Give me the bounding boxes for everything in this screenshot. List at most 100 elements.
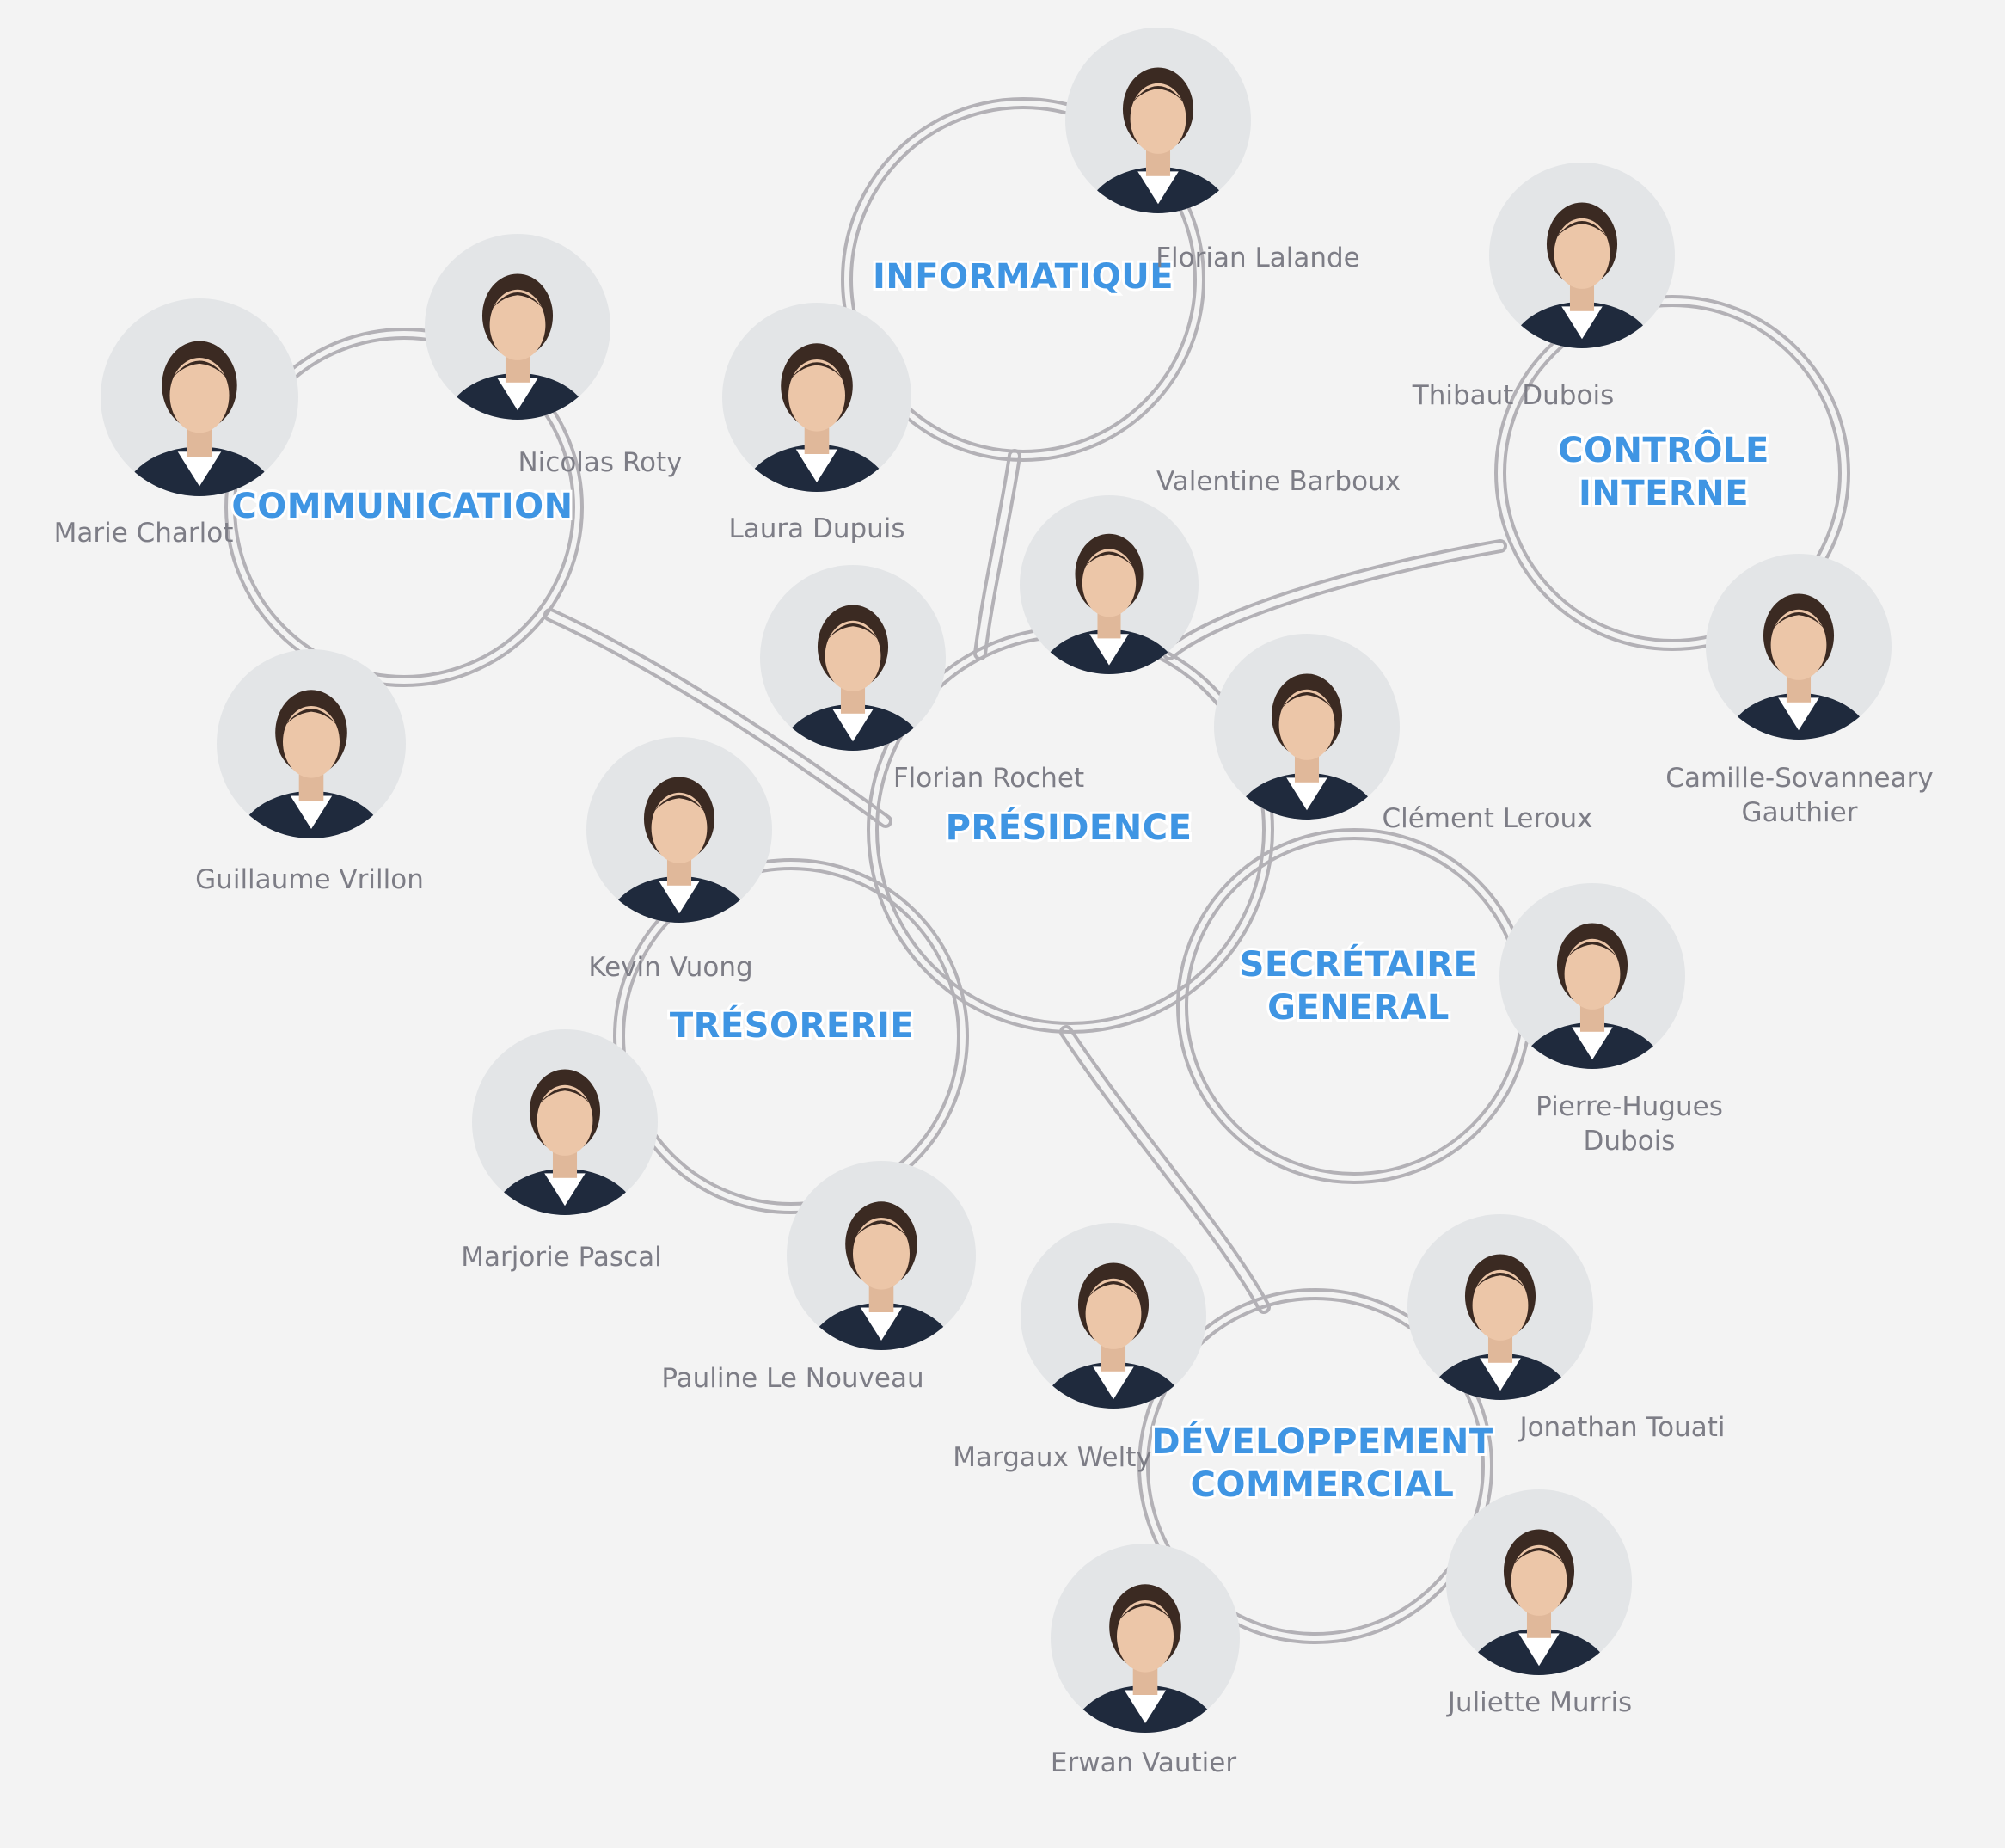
fringe-shape [1469,1273,1531,1297]
collar-shape [177,451,222,487]
fringe-shape [1127,86,1189,110]
jacket-shape [606,876,752,923]
collar-shape [290,795,333,829]
member-photo-guillaume-vrillon [217,649,406,838]
collar-shape [1286,777,1327,811]
ring-developpement-inner [1146,1297,1485,1636]
jacket-shape [1427,1354,1573,1400]
connector-lines [543,449,1507,1314]
jacket-shape [743,445,891,492]
face-shape [1564,938,1621,1010]
fringe-shape [648,795,710,820]
department-label-tresorerie: TRÉSORERIE [670,1004,914,1046]
jacket-shape [1071,1685,1219,1733]
member-name-jonathan-touati: Jonathan Touati [1518,1412,1725,1443]
jacket-shape [807,1303,955,1350]
member-photo-thibaut-dubois [1489,163,1675,348]
member-photo-florian-lalande [1065,28,1251,213]
fringe-shape [849,1220,913,1244]
jacket-shape [1726,693,1872,740]
member-name-laura-dupuis: Laura Dupuis [728,513,904,544]
fringe-shape [1551,221,1613,245]
fringe-shape [279,709,343,733]
connector-line-gap [1063,1028,1267,1311]
member-name-juliette-murris: Juliette Murris [1446,1687,1632,1718]
jacket-shape [1085,167,1231,213]
collar-shape [795,449,838,482]
collar-shape [1089,634,1129,666]
collar-shape [1137,171,1179,205]
ring-communication-inner [233,336,575,678]
member-photo-marjorie-pascal [472,1029,658,1215]
face-shape [1554,218,1610,289]
collar-shape [832,709,874,742]
connector-line [1162,539,1507,660]
department-label-informatique: INFORMATIQUE [873,257,1174,297]
ring-controle-inner [1503,304,1842,642]
member-photo-kevin-vuong [586,737,772,923]
member-photo-florian-rochet [760,565,946,751]
face-shape [853,1218,910,1290]
member-photo-margaux-welty [1021,1223,1206,1409]
member-photo-valentine-barboux [1020,495,1199,674]
fringe-shape [534,1088,596,1112]
collar-shape [1480,1358,1521,1391]
member-photo-clement-leroux [1214,634,1400,820]
member-name-margaux-welty: Margaux Welty [953,1442,1152,1473]
fringe-shape [822,623,884,648]
face-shape [1472,1269,1529,1341]
member-name-florian-rochet: Florian Rochet [893,763,1084,794]
member-name-marie-charlot: Marie Charlot [54,518,234,549]
fringe-shape [167,360,232,386]
fringe-shape [1113,1603,1177,1627]
department-label-secretaire: SECRÉTAIRE [1240,943,1478,985]
ring-developpement-outer [1137,1288,1493,1644]
department-label-communication: COMMUNICATION [231,487,573,526]
member-name-erwan-vautier: Erwan Vautier [1051,1747,1236,1778]
jacket-shape [237,791,385,838]
member-name-kevin-vuong: Kevin Vuong [588,952,752,983]
collar-shape [1572,1027,1613,1060]
member-name-florian-lalande: Florian Lalande [1156,243,1360,273]
member-name-marjorie-pascal: Marjorie Pascal [461,1242,661,1273]
member-name-valentine-barboux: Valentine Barboux [1156,466,1401,497]
member-name-thibaut-dubois: Thibaut Dubois [1412,380,1614,411]
collar-shape [860,1307,903,1341]
member-name-guillaume-vrillon: Guillaume Vrillon [195,864,424,895]
department-label-developpement: DÉVELOPPEMENT [1151,1421,1493,1462]
jacket-shape [1509,302,1655,348]
department-label-controle: CONTRÔLE [1558,429,1769,470]
jacket-shape [1519,1022,1665,1069]
department-label-secretaire: GENERAL [1267,988,1450,1028]
ring-tresorerie-inner [622,867,960,1206]
member-name-pierre-hugues-dubois: Dubois [1584,1126,1676,1157]
face-shape [651,792,708,863]
fringe-shape [785,362,849,386]
member-name-clement-leroux: Clément Leroux [1382,803,1592,834]
jacket-shape [1234,773,1380,820]
face-shape [1117,1600,1174,1673]
member-photo-marie-charlot [101,298,298,496]
member-photo-nicolas-roty [425,234,610,420]
face-shape [537,1084,593,1156]
department-label-presidence: PRÉSIDENCE [946,807,1193,848]
member-photo-laura-dupuis [722,303,911,492]
collar-shape [1518,1633,1560,1667]
face-shape [489,289,546,360]
collar-shape [497,378,538,411]
connector-line-gap [1166,543,1504,657]
face-shape [1085,1278,1142,1349]
ring-informatique-inner [849,106,1197,453]
member-name-pierre-hugues-dubois: Pierre-Hugues [1536,1091,1723,1122]
member-photo-pierre-hugues-dubois [1499,883,1685,1069]
face-shape [1082,549,1137,617]
face-shape [1770,609,1827,680]
collar-shape [1093,1366,1134,1400]
face-shape [825,620,881,691]
fringe-shape [487,292,549,316]
face-shape [169,358,230,433]
member-photo-erwan-vautier [1051,1544,1240,1733]
collar-shape [1124,1690,1167,1723]
text-labels: INFORMATIQUE COMMUNICATION CONTRÔLE INTERNE… [54,243,1934,1778]
